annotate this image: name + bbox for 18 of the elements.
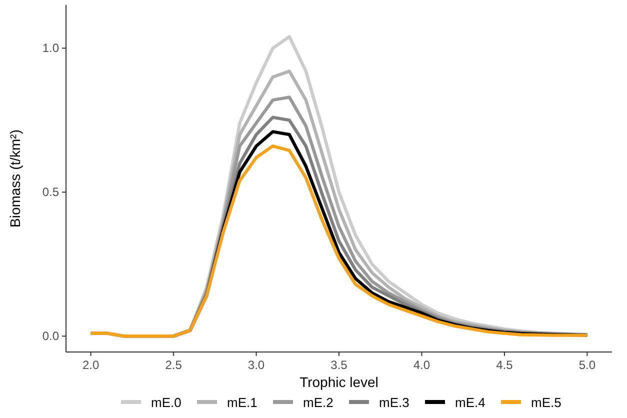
- legend-label: mE.1: [227, 395, 258, 410]
- x-tick-label: 4.5: [496, 358, 514, 372]
- y-tick-label: 0.5: [42, 185, 60, 200]
- y-axis-title: Biomass (t/km²): [7, 130, 23, 228]
- x-axis-title: Trophic level: [300, 374, 378, 390]
- y-tick-label: 0.0: [42, 329, 60, 344]
- legend-label: mE.2: [303, 395, 334, 410]
- x-tick-label: 5.0: [578, 358, 596, 372]
- y-tick-label: 1.0: [42, 41, 60, 56]
- legend-label: mE.3: [379, 395, 410, 410]
- legend-label: mE.0: [151, 395, 182, 410]
- legend-label: mE.4: [455, 395, 486, 410]
- x-tick-label: 2.0: [82, 358, 100, 372]
- x-tick-label: 2.5: [165, 358, 182, 372]
- x-tick-label: 3.0: [248, 358, 265, 372]
- legend-label: mE.5: [531, 395, 562, 410]
- x-tick-label: 4.0: [413, 358, 430, 372]
- x-tick-label: 3.5: [330, 358, 348, 372]
